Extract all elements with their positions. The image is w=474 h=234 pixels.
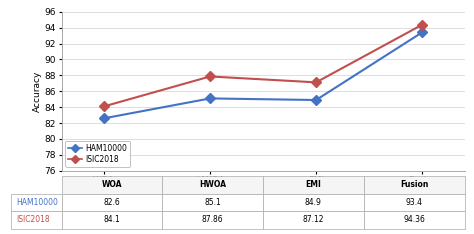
Line: ISIC2018: ISIC2018 (100, 21, 426, 110)
ISIC2018 (313, 81, 319, 84)
ISIC2018 (101, 105, 107, 108)
ISIC2018 (419, 23, 425, 26)
HAM10000 (419, 31, 425, 34)
ISIC2018 (207, 75, 213, 78)
Y-axis label: Accuracy: Accuracy (33, 71, 42, 112)
Legend: HAM10000, ISIC2018: HAM10000, ISIC2018 (65, 141, 130, 167)
HAM10000 (313, 99, 319, 101)
Line: HAM10000: HAM10000 (100, 29, 426, 122)
HAM10000 (101, 117, 107, 120)
HAM10000 (207, 97, 213, 100)
